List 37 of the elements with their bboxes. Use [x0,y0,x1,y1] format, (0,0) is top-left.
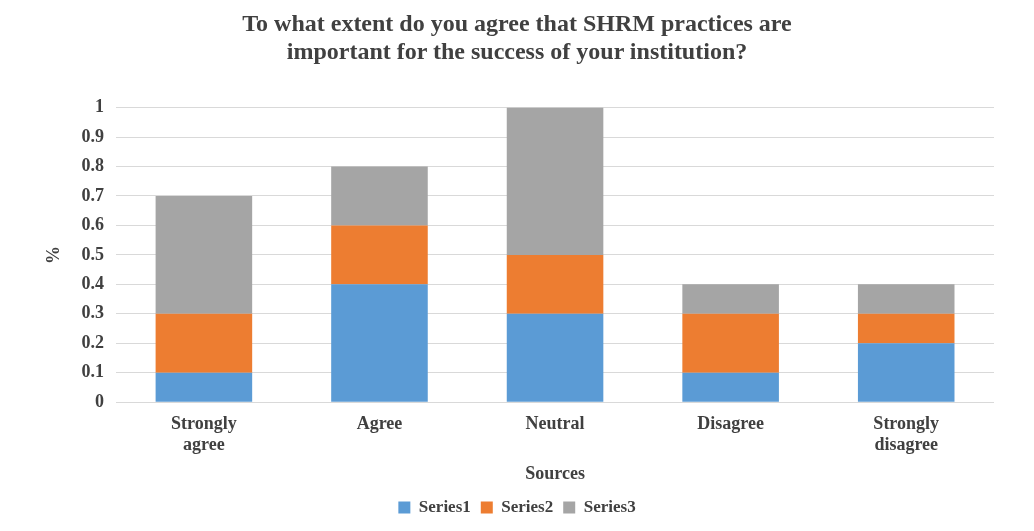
bar [506,254,604,314]
y-tick-label: 0.9 [81,125,105,146]
x-tick-label: Disagree [697,412,764,433]
bar [857,284,955,314]
bar [857,313,955,344]
y-tick-label: 0.1 [81,361,105,382]
bar [682,372,779,402]
y-axis-title: % [43,245,64,264]
x-axis-title: Sources [525,462,585,483]
legend-label: Series2 [501,496,554,516]
y-tick-label: 1 [95,96,105,117]
bar [155,313,253,373]
bar [506,313,604,402]
bar [331,284,428,402]
x-tick-label: Strongly disagree [873,412,940,455]
legend-label: Series1 [418,496,471,516]
bar [155,195,253,314]
bar [682,284,779,314]
legend-label: Series3 [583,496,636,516]
bar [331,166,428,226]
chart-title: To what extent do you agree that SHRM practices are important for the success of your institution? [242,9,793,65]
x-tick-label: Strongly agree [171,412,237,455]
y-tick-label: 0 [95,390,105,411]
bar [857,343,955,402]
y-tick-label: 0.2 [81,331,105,352]
bar [506,107,604,255]
y-tick-label: 0.3 [81,302,105,323]
y-tick-label: 0.8 [81,155,105,176]
bar [155,372,253,402]
x-tick-label: Agree [356,412,403,433]
y-tick-label: 0.5 [81,243,105,264]
y-tick-label: 0.7 [81,184,105,205]
y-tick-label: 0.6 [81,214,105,235]
bar [331,225,428,285]
bar [682,313,779,373]
x-tick-label: Neutral [525,412,585,433]
y-tick-label: 0.4 [81,273,105,294]
